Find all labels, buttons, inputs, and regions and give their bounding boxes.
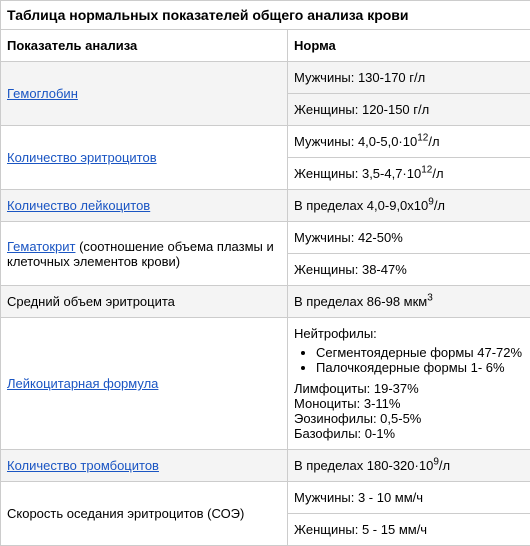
indicator-cell: Количество эритроцитов: [1, 126, 288, 190]
superscript: 9: [428, 197, 434, 208]
column-header-norm: Норма: [288, 30, 530, 62]
norm-cell: Женщины: 120-150 г/л: [288, 94, 530, 126]
table-title: Таблица нормальных показателей общего ан…: [1, 1, 530, 30]
norm-cell: Женщины: 3,5-4,7·1012/л: [288, 158, 530, 190]
norm-cell: Мужчины: 42-50%: [288, 222, 530, 254]
norm-cell: Нейтрофилы:Сегментоядерные формы 47-72%П…: [288, 318, 530, 450]
formula-line: Эозинофилы: 0,5-5%: [294, 411, 524, 426]
indicator-link[interactable]: Лейкоцитарная формула: [7, 376, 158, 391]
formula-line: Базофилы: 0-1%: [294, 426, 524, 441]
indicator-cell: Лейкоцитарная формула: [1, 318, 288, 450]
indicator-link[interactable]: Количество лейкоцитов: [7, 198, 150, 213]
neutrophils-list: Сегментоядерные формы 47-72%Палочкоядерн…: [316, 345, 524, 375]
blood-test-table: Таблица нормальных показателей общего ан…: [0, 0, 530, 546]
indicator-cell: Скорость оседания эритроцитов (СОЭ): [1, 482, 288, 546]
norm-cell: В пределах 180-320·109/л: [288, 450, 530, 482]
superscript: 12: [417, 133, 428, 144]
norm-cell: Мужчины: 3 - 10 мм/ч: [288, 482, 530, 514]
indicator-cell: Количество тромбоцитов: [1, 450, 288, 482]
formula-line: Лимфоциты: 19-37%: [294, 381, 524, 396]
norm-cell: Мужчины: 130-170 г/л: [288, 62, 530, 94]
list-item: Сегментоядерные формы 47-72%: [316, 345, 524, 360]
norm-cell: Женщины: 38-47%: [288, 254, 530, 286]
indicator-link[interactable]: Количество тромбоцитов: [7, 458, 159, 473]
column-header-indicator: Показатель анализа: [1, 30, 288, 62]
indicator-link[interactable]: Гемоглобин: [7, 86, 78, 101]
superscript: 12: [421, 165, 432, 176]
indicator-cell: Гемоглобин: [1, 62, 288, 126]
indicator-cell: Средний объем эритроцита: [1, 286, 288, 318]
indicator-cell: Количество лейкоцитов: [1, 190, 288, 222]
indicator-link[interactable]: Гематокрит: [7, 239, 75, 254]
indicator-link[interactable]: Количество эритроцитов: [7, 150, 157, 165]
norm-cell: Женщины: 5 - 15 мм/ч: [288, 514, 530, 546]
norm-cell: Мужчины: 4,0-5,0·1012/л: [288, 126, 530, 158]
list-item: Палочкоядерные формы 1- 6%: [316, 360, 524, 375]
formula-line: Моноциты: 3-11%: [294, 396, 524, 411]
superscript: 3: [427, 293, 433, 304]
norm-cell: В пределах 4,0-9,0x109/л: [288, 190, 530, 222]
indicator-cell: Гематокрит (соотношение объема плазмы и …: [1, 222, 288, 286]
norm-cell: В пределах 86-98 мкм3: [288, 286, 530, 318]
superscript: 9: [433, 457, 439, 468]
